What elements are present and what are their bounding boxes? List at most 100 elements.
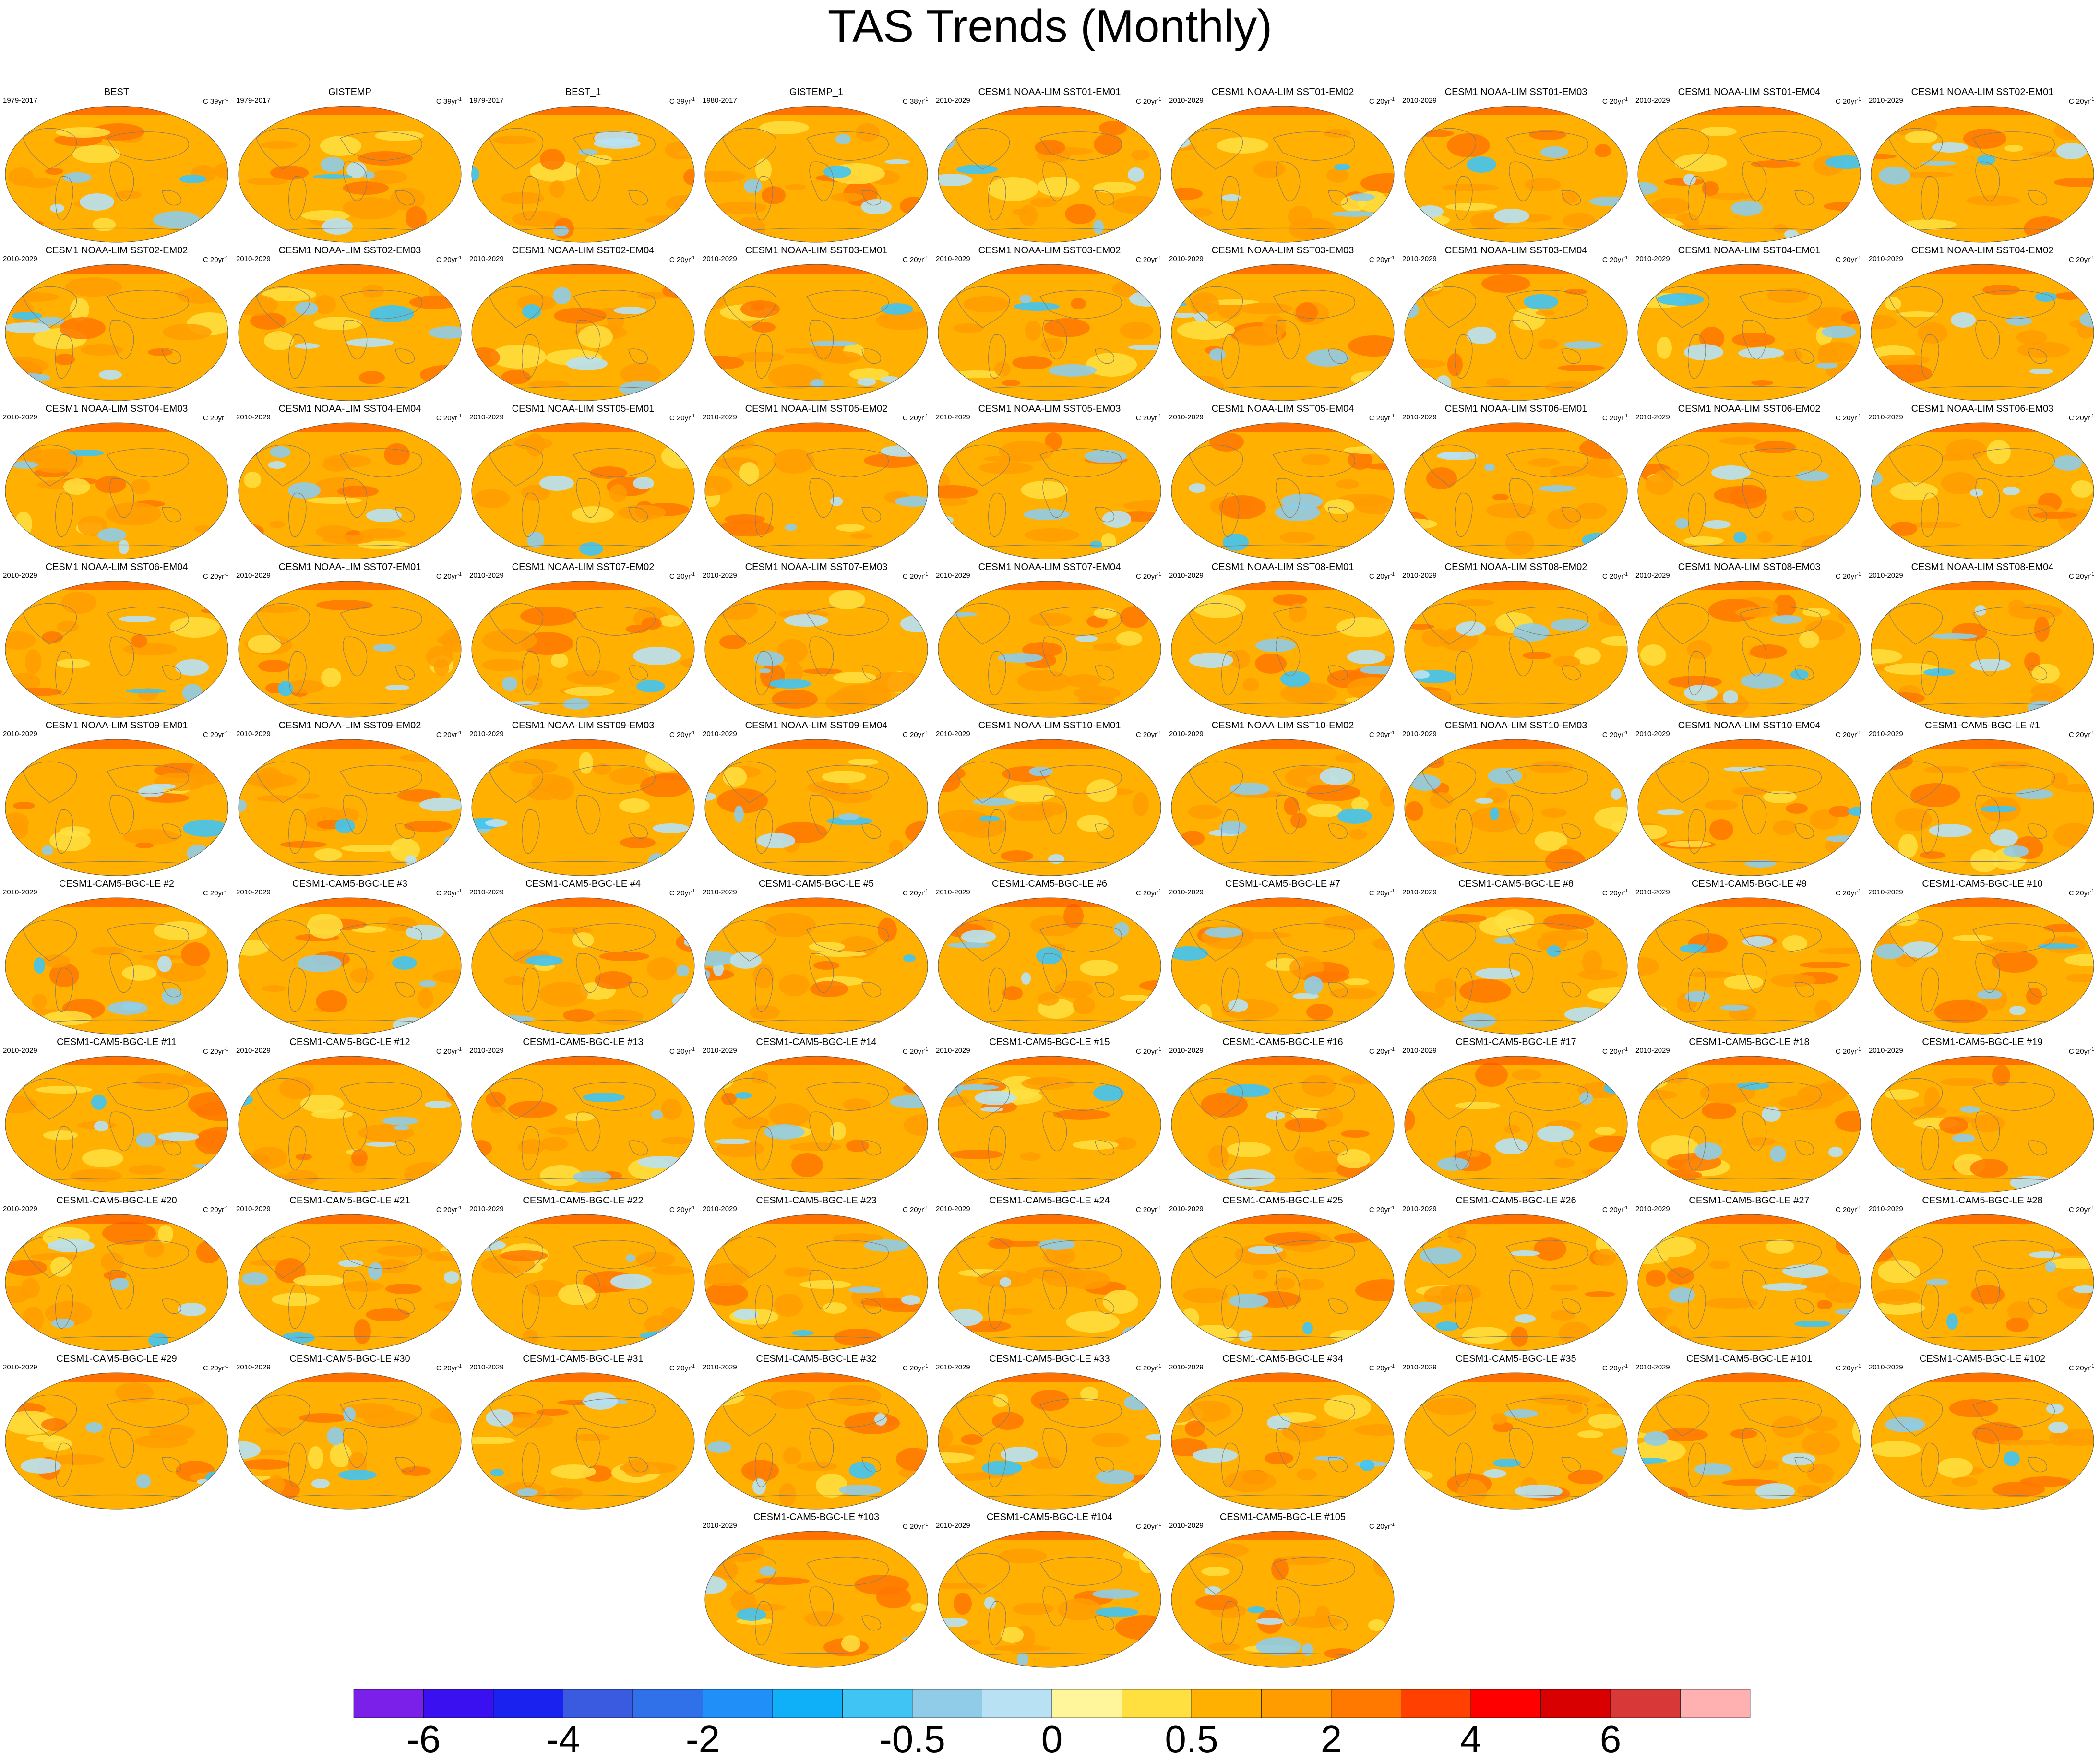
panel-title: CESM1-CAM5-BGC-LE #35 <box>1456 1354 1576 1364</box>
panel-title: CESM1 NOAA-LIM SST10-EM02 <box>1211 720 1354 731</box>
panel-title: CESM1-CAM5-BGC-LE #29 <box>56 1354 177 1364</box>
map-panel: CESM1 NOAA-LIM SST08-EM04 2010-2029 C 20yr… <box>1866 561 2099 720</box>
panel-period: 2010-2029 <box>1402 1205 1437 1213</box>
panel-units: C 20yr-1 <box>902 1522 928 1531</box>
panel-period: 2010-2029 <box>1635 96 1670 105</box>
trend-map <box>704 580 929 719</box>
trend-map <box>1403 421 1629 560</box>
map-panel: CESM1-CAM5-BGC-LE #101 2010-2029 C 20yr-1 <box>1633 1353 1866 1511</box>
panel-period: 2010-2029 <box>936 255 970 263</box>
panel-units: C 20yr-1 <box>1835 889 1861 897</box>
colorbar-tick-label: 0 <box>1041 1718 1063 1761</box>
map-panel: CESM1-CAM5-BGC-LE #7 2010-2029 C 20yr-1 <box>1166 878 1399 1036</box>
panel-units: C 20yr-1 <box>1602 889 1628 897</box>
panel-title: CESM1 NOAA-LIM SST08-EM03 <box>1678 562 1821 572</box>
panel-title: CESM1-CAM5-BGC-LE #15 <box>989 1037 1110 1047</box>
colorbar-box <box>1331 1689 1401 1718</box>
panel-period: 2010-2029 <box>936 1205 970 1213</box>
panel-units: C 20yr-1 <box>436 255 462 264</box>
panel-period: 2010-2029 <box>3 1363 37 1371</box>
panel-title: CESM1 NOAA-LIM SST02-EM02 <box>45 245 188 256</box>
panel-period: 2010-2029 <box>703 1363 737 1371</box>
trend-map <box>1403 1055 1629 1194</box>
map-panel: CESM1-CAM5-BGC-LE #26 2010-2029 C 20yr-1 <box>1399 1195 1633 1353</box>
map-panel: CESM1 NOAA-LIM SST01-EM02 2010-2029 C 20yr… <box>1166 86 1399 245</box>
colorbar-box <box>1680 1689 1751 1718</box>
panel-title: BEST_1 <box>565 87 601 97</box>
panel-period: 2010-2029 <box>1869 413 1903 421</box>
map-panel: CESM1-CAM5-BGC-LE #32 2010-2029 C 20yr-1 <box>700 1353 933 1511</box>
panel-units: C 20yr-1 <box>1135 414 1161 422</box>
panel-period: 2010-2029 <box>469 888 504 896</box>
panel-title: CESM1 NOAA-LIM SST05-EM03 <box>978 404 1121 414</box>
panel-units: C 20yr-1 <box>203 889 228 897</box>
panel-period: 2010-2029 <box>1869 1205 1903 1213</box>
panel-units: C 20yr-1 <box>1835 1364 1861 1372</box>
colorbar-tick-label: 2 <box>1320 1718 1342 1761</box>
trend-map <box>4 1055 229 1194</box>
trend-map <box>704 1530 929 1669</box>
panel-title: CESM1-CAM5-BGC-LE #18 <box>1689 1037 1810 1047</box>
panel-period: 2010-2029 <box>1402 1363 1437 1371</box>
panel-period: 2010-2029 <box>236 888 271 896</box>
panel-title: CESM1-CAM5-BGC-LE #17 <box>1456 1037 1576 1047</box>
panel-units: C 20yr-1 <box>1135 889 1161 897</box>
panel-period: 2010-2029 <box>936 96 970 105</box>
panel-period: 2010-2029 <box>1635 730 1670 738</box>
map-panel: CESM1-CAM5-BGC-LE #16 2010-2029 C 20yr-1 <box>1166 1036 1399 1195</box>
map-panel: CESM1 NOAA-LIM SST07-EM03 2010-2029 C 20yr… <box>700 561 933 720</box>
panel-period: 2010-2029 <box>1169 96 1204 105</box>
panel-title: GISTEMP_1 <box>789 87 844 97</box>
map-panel: CESM1-CAM5-BGC-LE #5 2010-2029 C 20yr-1 <box>700 878 933 1036</box>
trend-map <box>1870 421 2095 560</box>
panel-title: CESM1-CAM5-BGC-LE #14 <box>756 1037 877 1047</box>
panel-units: C 20yr-1 <box>436 1047 462 1056</box>
trend-map <box>470 738 696 877</box>
map-panel: CESM1 NOAA-LIM SST06-EM04 2010-2029 C 20yr… <box>0 561 233 720</box>
panel-period: 2010-2029 <box>703 1522 737 1530</box>
panel-title: CESM1 NOAA-LIM SST04-EM03 <box>45 404 188 414</box>
panel-title: CESM1 NOAA-LIM SST08-EM04 <box>1911 562 2054 572</box>
panel-units: C 20yr-1 <box>902 1364 928 1372</box>
map-panel: CESM1-CAM5-BGC-LE #102 2010-2029 C 20yr-1 <box>1866 1353 2099 1511</box>
panel-period: 2010-2029 <box>703 888 737 896</box>
colorbar-box <box>1191 1689 1262 1718</box>
map-panel: CESM1-CAM5-BGC-LE #15 2010-2029 C 20yr-1 <box>933 1036 1166 1195</box>
panel-units: C 38yr-1 <box>902 97 928 106</box>
panel-period: 2010-2029 <box>3 888 37 896</box>
map-panel: CESM1-CAM5-BGC-LE #20 2010-2029 C 20yr-1 <box>0 1195 233 1353</box>
trend-map <box>1170 738 1396 877</box>
trend-map <box>1170 1213 1396 1352</box>
panel-period: 2010-2029 <box>469 1047 504 1055</box>
panel-title: CESM1-CAM5-BGC-LE #11 <box>57 1037 177 1047</box>
panel-title: CESM1 NOAA-LIM SST08-EM01 <box>1211 562 1354 572</box>
trend-map <box>1870 580 2095 719</box>
panel-title: CESM1 NOAA-LIM SST03-EM03 <box>1211 245 1354 256</box>
panel-title: CESM1 NOAA-LIM SST06-EM03 <box>1911 404 2054 414</box>
panel-period: 2010-2029 <box>936 1047 970 1055</box>
panel-units: C 20yr-1 <box>1602 414 1628 422</box>
panel-title: CESM1-CAM5-BGC-LE #22 <box>523 1195 644 1206</box>
trend-map <box>4 1371 229 1511</box>
trend-map <box>1636 1371 1862 1511</box>
map-panel: CESM1 NOAA-LIM SST04-EM03 2010-2029 C 20yr… <box>0 403 233 561</box>
map-panel: CESM1-CAM5-BGC-LE #10 2010-2029 C 20yr-1 <box>1866 878 2099 1036</box>
colorbar-tick-label: -6 <box>406 1718 441 1761</box>
panel-units: C 20yr-1 <box>1135 1522 1161 1531</box>
trend-map <box>1170 421 1396 560</box>
panel-title: CESM1 NOAA-LIM SST03-EM02 <box>978 245 1121 256</box>
panel-title: CESM1-CAM5-BGC-LE #31 <box>523 1354 644 1364</box>
panel-units: C 20yr-1 <box>1835 1047 1861 1056</box>
trend-map <box>1170 580 1396 719</box>
panel-title: CESM1-CAM5-BGC-LE #20 <box>56 1195 177 1206</box>
panel-period: 2010-2029 <box>1169 1363 1204 1371</box>
trend-map <box>704 1371 929 1511</box>
panel-title: CESM1 NOAA-LIM SST01-EM01 <box>978 87 1121 97</box>
panel-units: C 20yr-1 <box>1369 1364 1395 1372</box>
map-panel: CESM1 NOAA-LIM SST05-EM02 2010-2029 C 20yr… <box>700 403 933 561</box>
panel-period: 2010-2029 <box>1169 571 1204 580</box>
map-panel: CESM1 NOAA-LIM SST05-EM03 2010-2029 C 20yr… <box>933 403 1166 561</box>
map-panel: CESM1 NOAA-LIM SST10-EM02 2010-2029 C 20yr… <box>1166 720 1399 878</box>
panel-units: C 20yr-1 <box>1835 414 1861 422</box>
panel-title: CESM1 NOAA-LIM SST07-EM04 <box>978 562 1121 572</box>
